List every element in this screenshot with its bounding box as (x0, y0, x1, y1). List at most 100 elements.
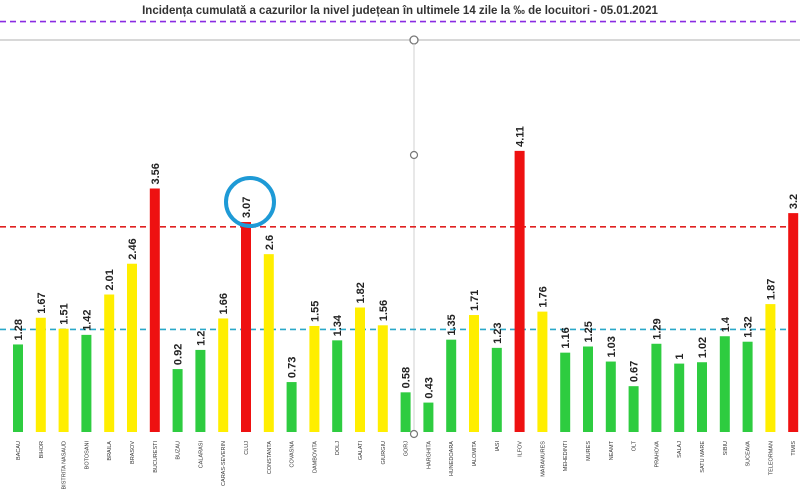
highlight-circle (224, 176, 276, 229)
bottom-handle[interactable] (409, 429, 419, 439)
bar-salaj (674, 363, 685, 432)
value-label: 0.43 (423, 377, 435, 398)
value-label: 3.2 (788, 194, 800, 209)
category-label: SUCEAVA (746, 441, 752, 467)
bar-satu-mare (697, 362, 707, 432)
bar-ilfov (514, 150, 525, 432)
value-label: 4.11 (515, 126, 527, 147)
value-label: 1.56 (378, 300, 390, 321)
value-label: 1.87 (765, 279, 777, 300)
bar-harghita (423, 402, 434, 432)
category-label: TIMIS (791, 441, 797, 456)
category-label: ILFOV (518, 441, 524, 457)
category-label: BRASOV (130, 441, 136, 464)
category-label: CARAS-SEVERIN (221, 441, 227, 486)
bar-bihor (35, 317, 46, 432)
bar-giurgiu (377, 325, 388, 432)
value-label: 1.28 (13, 319, 25, 340)
category-label: MARAMURES (540, 441, 546, 477)
value-label: 1.16 (560, 327, 572, 348)
category-label: BIHOR (39, 441, 45, 458)
category-label: BACAU (16, 441, 22, 460)
category-label: HARGHITA (426, 441, 432, 469)
bar-braila (104, 294, 115, 432)
value-label: 1.29 (651, 318, 663, 339)
bar-mehedinti (560, 352, 571, 432)
value-label: 1.25 (583, 321, 595, 342)
category-label: SATU MARE (700, 441, 706, 473)
category-label: CONSTANTA (267, 441, 273, 474)
bar-ialomita (469, 315, 479, 432)
bar-bucuresti (149, 188, 160, 432)
bar-gorj (400, 392, 411, 432)
category-labels: BACAU BIHOR BISTRITA NASAUD BOTOSANI BRAILA B… (16, 440, 797, 489)
value-label: 1.03 (606, 336, 618, 357)
category-label: PRAHOVA (654, 441, 660, 468)
bars (13, 150, 799, 432)
middle-handle[interactable] (409, 150, 419, 160)
bar-covasna (286, 382, 297, 432)
bar-timis (788, 213, 799, 432)
category-label: DOLJ (335, 441, 341, 455)
bar-bacau (13, 344, 23, 432)
value-label: 0.73 (287, 357, 299, 378)
bar-buzau (172, 369, 183, 432)
value-label: 1.67 (36, 292, 48, 313)
bar-sibiu (719, 336, 730, 432)
category-label: SALAJ (677, 441, 683, 458)
bar-teleorman (765, 304, 776, 432)
bar-botosani (81, 334, 92, 432)
value-label: 2.46 (127, 238, 139, 259)
value-label: 1.42 (81, 309, 93, 330)
category-label: IALOMITA (472, 441, 478, 467)
bar-calarasi (195, 349, 206, 432)
category-label: MURES (586, 441, 592, 461)
category-label: SIBIU (723, 441, 729, 455)
bar-neamt (605, 361, 616, 432)
category-label: GALATI (358, 441, 364, 461)
value-label: 1.66 (218, 293, 230, 314)
highlight (224, 176, 276, 229)
value-label: 1.34 (332, 314, 344, 336)
bar-cluj (241, 222, 251, 432)
value-label: 1 (674, 353, 686, 359)
bar-maramures (537, 311, 548, 432)
category-label: NEAMT (609, 440, 615, 460)
value-label: 2.01 (104, 269, 116, 290)
value-label: 1.55 (309, 301, 321, 322)
category-label: CALARASI (198, 441, 204, 469)
bar-bistrita-nasaud (58, 328, 69, 432)
category-label: BUCURESTI (153, 441, 159, 473)
value-label: 1.4 (720, 316, 732, 332)
bar-prahova (651, 343, 662, 432)
category-label: IASI (495, 441, 501, 452)
bar-brasov (127, 263, 137, 432)
bar-dolj (332, 340, 343, 432)
chart-title: Incidența cumulată a cazurilor la nivel … (142, 5, 658, 17)
value-label: 1.32 (743, 316, 755, 337)
bar-galati (355, 307, 365, 432)
category-label: TELEORMAN (768, 441, 774, 475)
category-label: MEHEDINTI (563, 441, 569, 472)
value-label: 1.02 (697, 337, 709, 358)
value-label: 0.58 (401, 367, 413, 388)
category-label: BOTOSANI (84, 441, 90, 470)
bar-hunedoara (446, 339, 457, 432)
value-label: 0.67 (629, 361, 641, 382)
value-label: 1.51 (59, 303, 71, 324)
value-labels: 1.28 1.67 1.51 1.42 2.01 2.46 3.56 0.92 1.2 1.66 3… (13, 126, 800, 399)
category-label: CLUJ (244, 441, 250, 455)
category-label: OLT (632, 440, 638, 451)
value-label: 1.71 (469, 290, 481, 311)
value-label: 1.82 (355, 282, 367, 303)
category-label: GORJ (404, 441, 410, 457)
value-label: 1.2 (195, 331, 207, 346)
bar-olt (628, 386, 639, 432)
threshold-lines (0, 20, 800, 331)
category-label: BRAILA (107, 441, 113, 461)
top-handle[interactable] (409, 35, 419, 45)
bar-iasi (491, 347, 502, 432)
bar-dambovita (309, 325, 320, 432)
category-label: HUNEDOARA (449, 441, 455, 476)
category-label: BISTRITA NASAUD (62, 441, 68, 490)
